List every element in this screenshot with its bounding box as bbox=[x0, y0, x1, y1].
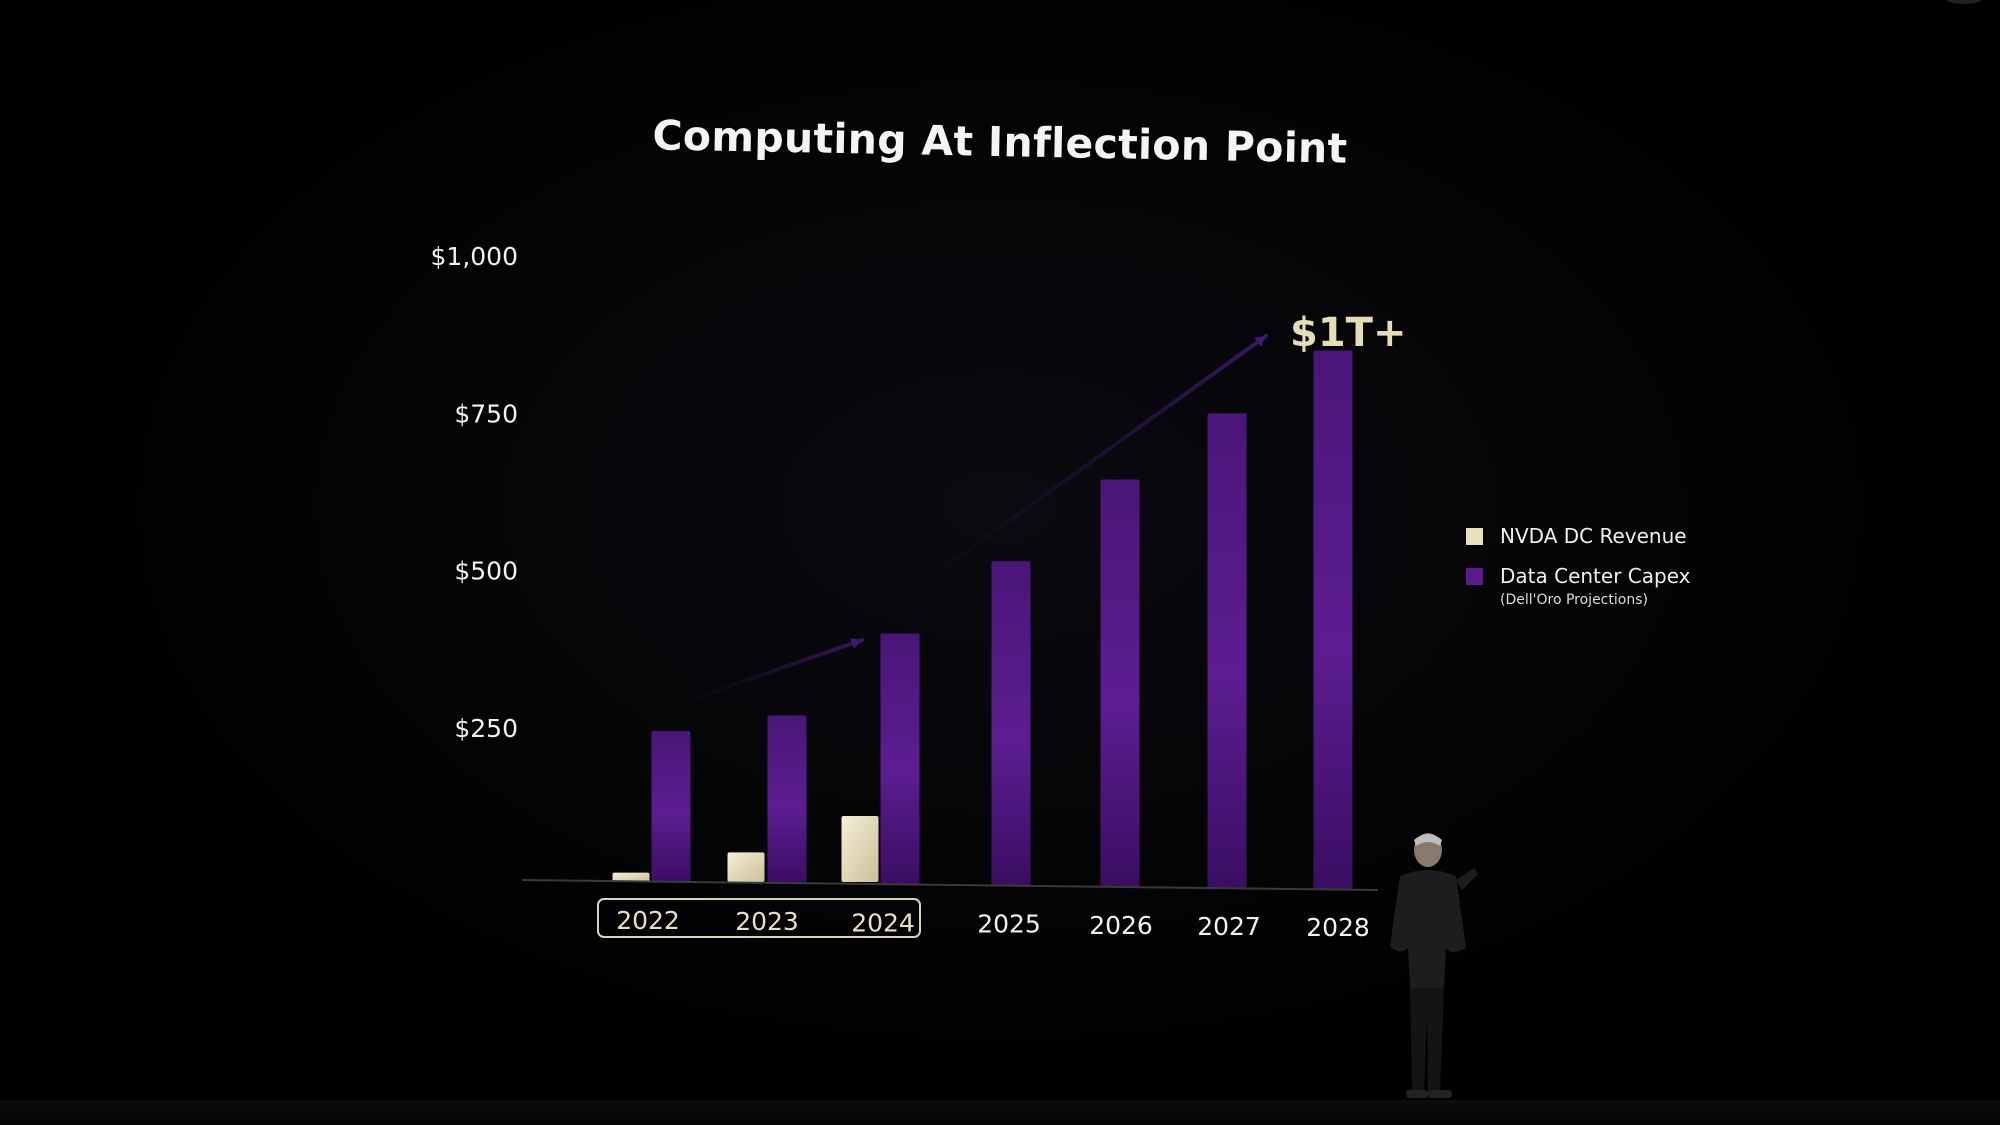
legend-item-data-center-capex: Data Center Capex bbox=[1466, 564, 1691, 604]
legend-swatch bbox=[1466, 528, 1483, 545]
revenue-bar bbox=[841, 815, 879, 882]
x-axis-baseline bbox=[521, 879, 1379, 891]
x-tick-label: 2025 bbox=[977, 910, 1041, 939]
legend-label: NVDA DC Revenue bbox=[1500, 524, 1687, 548]
x-tick-label: 2026 bbox=[1089, 911, 1153, 940]
presenter-figure bbox=[1390, 833, 1478, 1098]
x-tick-label: 2027 bbox=[1197, 912, 1261, 941]
camera-glint bbox=[1946, 0, 1982, 4]
y-tick-label: $500 bbox=[454, 557, 518, 586]
revenue-bar bbox=[612, 872, 650, 882]
legend-note: (Dell'Oro Projections) bbox=[1500, 592, 1648, 608]
trend-arrow-head bbox=[1254, 336, 1266, 347]
trend-arrows bbox=[688, 334, 1268, 702]
capex-bar bbox=[991, 561, 1031, 886]
legend-swatch bbox=[1466, 568, 1483, 585]
x-tick-label: 2028 bbox=[1306, 913, 1370, 942]
legend: NVDA DC Revenue Data Center Capex (Dell'… bbox=[1466, 524, 1691, 608]
revenue-bar bbox=[727, 852, 765, 882]
trend-arrow-line bbox=[688, 638, 864, 702]
x-axis-ticks: 2022 2023 2024 2025 2026 2027 2028 bbox=[616, 906, 1370, 942]
legend-label: Data Center Capex bbox=[1500, 564, 1691, 588]
y-tick-label: $1,000 bbox=[431, 242, 518, 271]
y-axis-ticks: $250 $500 $750 $1,000 bbox=[431, 242, 518, 743]
bar-series bbox=[612, 350, 1353, 890]
trillion-callout: $1T+ bbox=[1290, 310, 1406, 356]
capex-bar bbox=[880, 633, 920, 885]
legend-item-nvda-dc-revenue: NVDA DC Revenue bbox=[1466, 524, 1691, 564]
capex-bar bbox=[1313, 350, 1353, 890]
historical-years-box bbox=[597, 898, 921, 938]
x-tick-label: 2023 bbox=[735, 907, 799, 936]
x-tick-label: 2022 bbox=[616, 906, 680, 935]
y-tick-label: $250 bbox=[454, 714, 518, 743]
trend-arrow-line bbox=[918, 334, 1268, 587]
capex-bar bbox=[1100, 479, 1140, 888]
y-tick-label: $750 bbox=[454, 399, 518, 428]
capex-bar bbox=[767, 715, 807, 884]
stage-floor bbox=[0, 1100, 2000, 1125]
x-tick-label: 2024 bbox=[851, 908, 915, 937]
capex-bar bbox=[1207, 413, 1247, 889]
trend-arrow-head bbox=[850, 638, 862, 649]
capex-bar bbox=[651, 731, 691, 882]
